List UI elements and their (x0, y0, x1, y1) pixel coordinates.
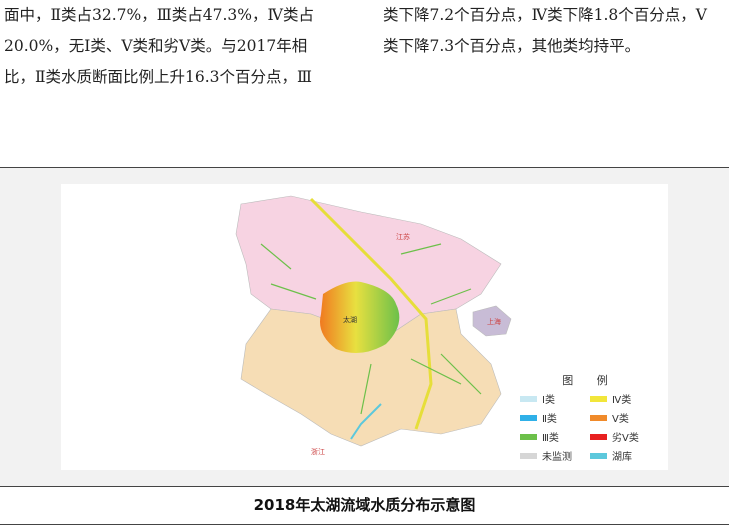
legend-swatch (590, 395, 607, 402)
map-label-jiangsu: 江苏 (396, 232, 410, 241)
legend-swatch (590, 452, 607, 459)
legend-item: 未监测 (520, 448, 590, 463)
paragraph-line: 类下降7.2个百分点，Ⅳ类下降1.8个百分点，Ⅴ (383, 6, 707, 24)
legend-title: 图 例 (562, 374, 618, 387)
paragraph-line: 20.0%，无Ⅰ类、Ⅴ类和劣Ⅴ类。与2017年相 (4, 37, 308, 55)
figure-frame: 江苏 太湖 上海 浙江 (0, 167, 729, 487)
figure-caption: 2018年太湖流域水质分布示意图 (0, 486, 729, 525)
legend-item: 劣Ⅴ类 (590, 429, 660, 444)
taihu-lake (320, 281, 400, 353)
legend-item: Ⅳ类 (590, 391, 660, 406)
legend-item: Ⅲ类 (520, 429, 590, 444)
legend-label: Ⅲ类 (542, 433, 559, 444)
legend-label: Ⅴ类 (612, 414, 629, 425)
paragraph-line: 面中，Ⅱ类占32.7%，Ⅲ类占47.3%，Ⅳ类占 (4, 6, 314, 24)
legend-swatch (590, 414, 607, 421)
legend-item: Ⅱ类 (520, 410, 590, 425)
legend-label: Ⅳ类 (612, 395, 632, 406)
legend-label: 湖库 (612, 452, 632, 463)
legend-label: 未监测 (542, 452, 572, 463)
legend-label: 劣Ⅴ类 (612, 433, 639, 444)
legend-swatch (520, 395, 537, 402)
paragraph-line: 比，Ⅱ类水质断面比例上升16.3个百分点，Ⅲ (4, 68, 312, 86)
water-quality-map: 江苏 太湖 上海 浙江 (61, 184, 668, 470)
text-column-right: 类下降7.2个百分点，Ⅳ类下降1.8个百分点，Ⅴ 类下降7.3个百分点，其他类均… (383, 0, 729, 62)
shanghai-region (472, 305, 512, 337)
paragraph-line: 类下降7.3个百分点，其他类均持平。 (383, 37, 641, 55)
legend-label: Ⅱ类 (542, 414, 557, 425)
map-label-zhejiang: 浙江 (311, 447, 325, 456)
legend-item: Ⅴ类 (590, 410, 660, 425)
legend-swatch (520, 452, 537, 459)
legend-item: 湖库 (590, 448, 660, 463)
map-label-shanghai: 上海 (487, 317, 501, 326)
legend-label: Ⅰ类 (542, 395, 555, 406)
text-column-left: 面中，Ⅱ类占32.7%，Ⅲ类占47.3%，Ⅳ类占 20.0%，无Ⅰ类、Ⅴ类和劣Ⅴ… (4, 0, 354, 93)
legend-item: Ⅰ类 (520, 391, 590, 406)
legend-swatch (520, 433, 537, 440)
legend-swatch (520, 414, 537, 421)
map-legend: 图 例 Ⅰ类 Ⅳ类 Ⅱ类 Ⅴ类 Ⅲ类 劣Ⅴ类未监测 湖库 (520, 372, 660, 463)
legend-swatch (590, 433, 607, 440)
map-label-taihu: 太湖 (343, 315, 357, 324)
